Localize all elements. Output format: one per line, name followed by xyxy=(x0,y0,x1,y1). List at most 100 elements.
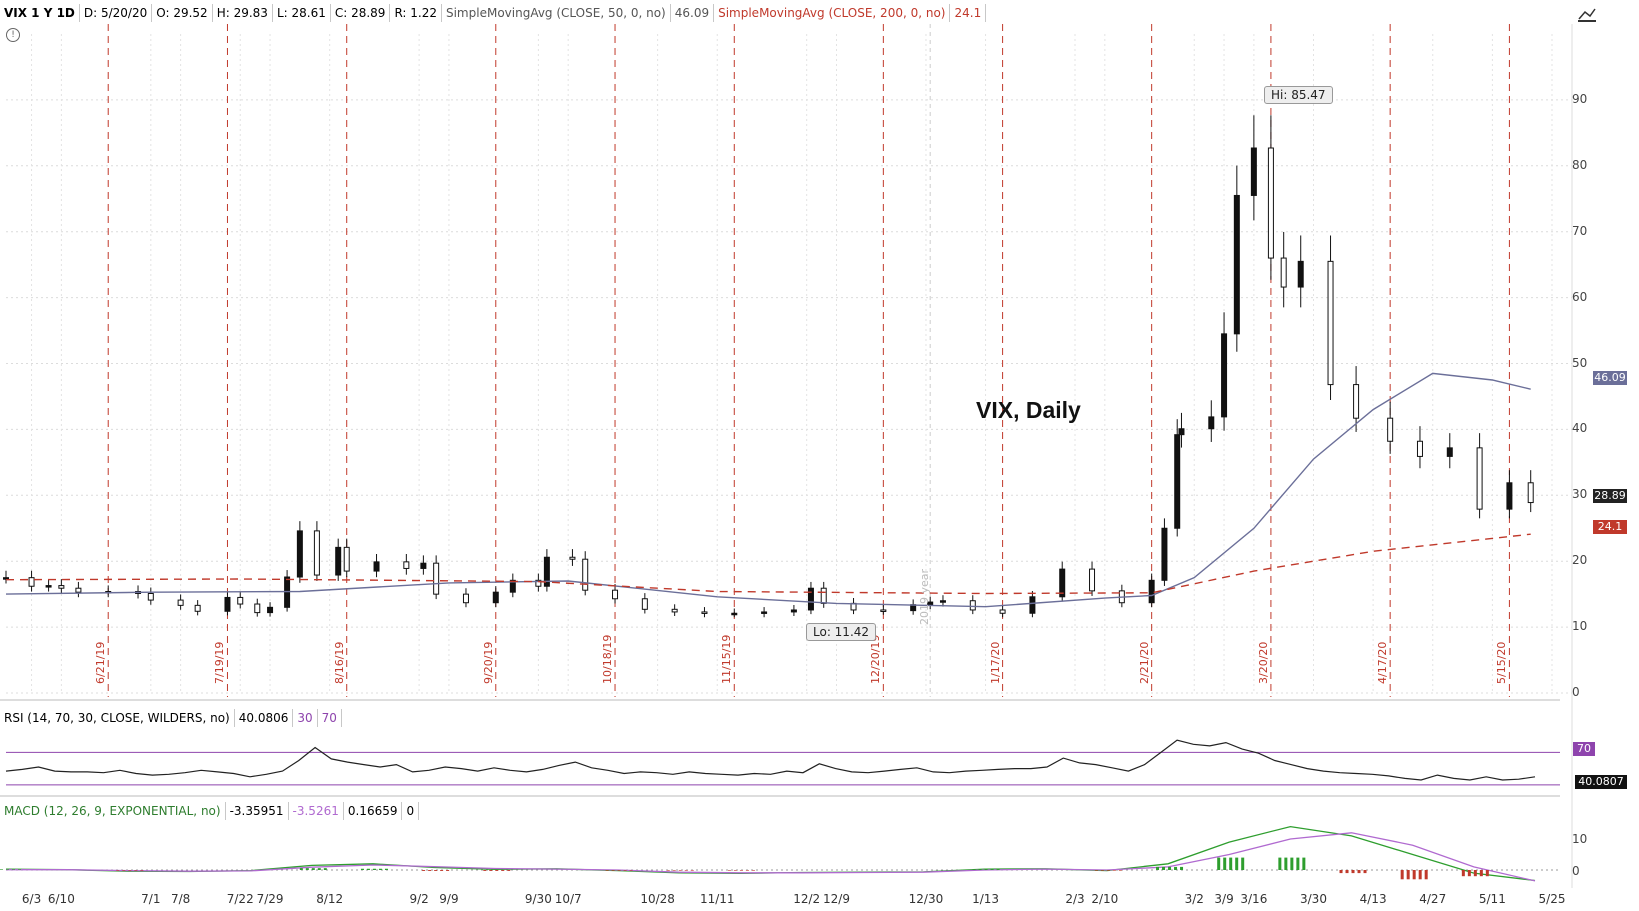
price-tick-80: 80 xyxy=(1572,157,1588,172)
macd-hist-bar xyxy=(489,870,493,871)
macd-hist-bar xyxy=(12,869,15,870)
macd-hist-bar xyxy=(611,870,615,871)
event-label-11/15/19: 11/15/19 xyxy=(720,634,734,684)
macd-hist-bar xyxy=(6,869,9,870)
candle-body xyxy=(1029,596,1036,614)
macd-hist-bar xyxy=(134,870,138,871)
price-panel-bg xyxy=(0,24,1639,700)
candle-body xyxy=(1416,440,1423,457)
candle-body xyxy=(58,585,65,589)
time-tick-3/2: 3/2 xyxy=(1184,892,1204,906)
candle-body xyxy=(731,612,738,616)
macd-hist-bar xyxy=(1106,870,1110,871)
price-header: VIX 1 Y 1D D: 5/20/20 O: 29.52 H: 29.83 … xyxy=(0,4,987,22)
sma200-value: 24.1 xyxy=(950,4,987,22)
macd-hist-bar xyxy=(605,870,609,871)
macd-hist-bar xyxy=(1241,857,1245,870)
macd-hist-bar xyxy=(1467,870,1471,877)
macd-hist-bar xyxy=(733,870,737,871)
candle-body xyxy=(224,596,231,612)
chart-title: VIX, Daily xyxy=(976,397,1081,423)
price-tick-90: 90 xyxy=(1572,91,1588,106)
macd-hist-bar xyxy=(1180,866,1184,870)
candle-body xyxy=(1089,568,1096,592)
candle-body xyxy=(999,609,1006,614)
price-tick-60: 60 xyxy=(1572,289,1588,304)
macd-hist-bar xyxy=(972,869,976,870)
candle-body xyxy=(509,579,516,593)
macd-hist-bar xyxy=(1217,857,1221,870)
macd-hist-bar xyxy=(1235,857,1239,870)
sma200-badge: 24.1 xyxy=(1593,520,1627,534)
candle-body xyxy=(1148,579,1155,604)
candle-body xyxy=(403,561,410,569)
time-tick-7/29: 7/29 xyxy=(256,892,284,906)
price-tick-40: 40 xyxy=(1572,421,1588,436)
symbol-label[interactable]: VIX 1 Y 1D xyxy=(0,4,80,22)
time-tick-6/3: 6/3 xyxy=(21,892,42,906)
year-separator-label: 2019 year xyxy=(918,568,931,625)
price-tick-0: 0 xyxy=(1572,685,1580,699)
macd-hist-bar xyxy=(623,870,627,871)
macd-hist-bar xyxy=(446,870,450,871)
macd-label[interactable]: MACD (12, 26, 9, EXPONENTIAL, no) xyxy=(0,802,226,820)
low-label: L: 28.61 xyxy=(273,4,331,22)
time-tick-7/1: 7/1 xyxy=(141,892,161,906)
moving-averages xyxy=(5,372,1531,608)
open-label: O: 29.52 xyxy=(152,4,213,22)
candle-body xyxy=(1161,527,1168,581)
macd-hist-bar xyxy=(1406,870,1410,880)
macd-hist-bar xyxy=(1174,866,1178,870)
time-tick-11/11: 11/11 xyxy=(699,892,735,906)
time-tick-9/9: 9/9 xyxy=(439,892,459,906)
macd-tick-10: 10 xyxy=(1572,832,1588,846)
candle-body xyxy=(237,596,244,605)
macd-hist-bar xyxy=(1223,857,1227,870)
macd-avg-line xyxy=(6,832,1536,882)
candle-body xyxy=(701,611,708,614)
event-label-5/15/20: 5/15/20 xyxy=(1495,641,1509,684)
candle-body xyxy=(761,611,768,614)
hi-callout: Hi: 85.47 xyxy=(1264,86,1333,104)
sma200-label[interactable]: SimpleMovingAvg (CLOSE, 200, 0, no) xyxy=(714,4,951,22)
sma50-label[interactable]: SimpleMovingAvg (CLOSE, 50, 0, no) xyxy=(442,4,671,22)
macd-hist-bar xyxy=(495,870,499,871)
candle-body xyxy=(969,600,976,611)
macd-hist-bar xyxy=(672,870,676,871)
macd-hist-bar xyxy=(1168,866,1172,870)
candle-body xyxy=(462,593,469,604)
event-label-8/16/19: 8/16/19 xyxy=(332,641,346,684)
time-tick-7/8: 7/8 xyxy=(170,892,191,906)
candle-body xyxy=(45,585,52,588)
candle-body xyxy=(1297,260,1304,288)
info-icon[interactable]: ! xyxy=(6,28,20,42)
chart-style-icon[interactable] xyxy=(1578,6,1596,22)
range-label: R: 1.22 xyxy=(390,4,442,22)
rsi-label[interactable]: RSI (14, 70, 30, CLOSE, WILDERS, no) xyxy=(0,709,235,727)
macd-hist-bar xyxy=(996,869,1000,870)
candle-body xyxy=(1233,194,1240,335)
macd-hist-bar xyxy=(1479,870,1483,877)
price-tick-30: 30 xyxy=(1572,487,1588,502)
macd-hist-bar xyxy=(440,870,444,871)
macd-hist-bar xyxy=(666,870,670,871)
event-label-10/18/19: 10/18/19 xyxy=(601,634,615,684)
macd-hist-bar xyxy=(317,868,321,870)
macd-hist-bar xyxy=(1485,870,1489,877)
candle-body xyxy=(1387,417,1394,442)
macd-hist-bar xyxy=(483,870,487,871)
close-badge: 28.89 xyxy=(1593,489,1627,503)
macd-hist-bar xyxy=(428,870,432,871)
candle-body xyxy=(1208,416,1215,430)
macd-avg: -3.5261 xyxy=(289,802,344,820)
candle-body xyxy=(569,556,576,560)
high-label: H: 29.83 xyxy=(213,4,273,22)
macd-hist-bar xyxy=(990,869,994,870)
event-label-7/19/19: 7/19/19 xyxy=(213,641,227,684)
sma50-badge: 46.09 xyxy=(1593,371,1627,385)
macd-hist-bar xyxy=(507,870,511,871)
candle-body xyxy=(1059,568,1066,598)
candle-body xyxy=(194,604,201,612)
macd-hist-bar xyxy=(1296,857,1300,870)
